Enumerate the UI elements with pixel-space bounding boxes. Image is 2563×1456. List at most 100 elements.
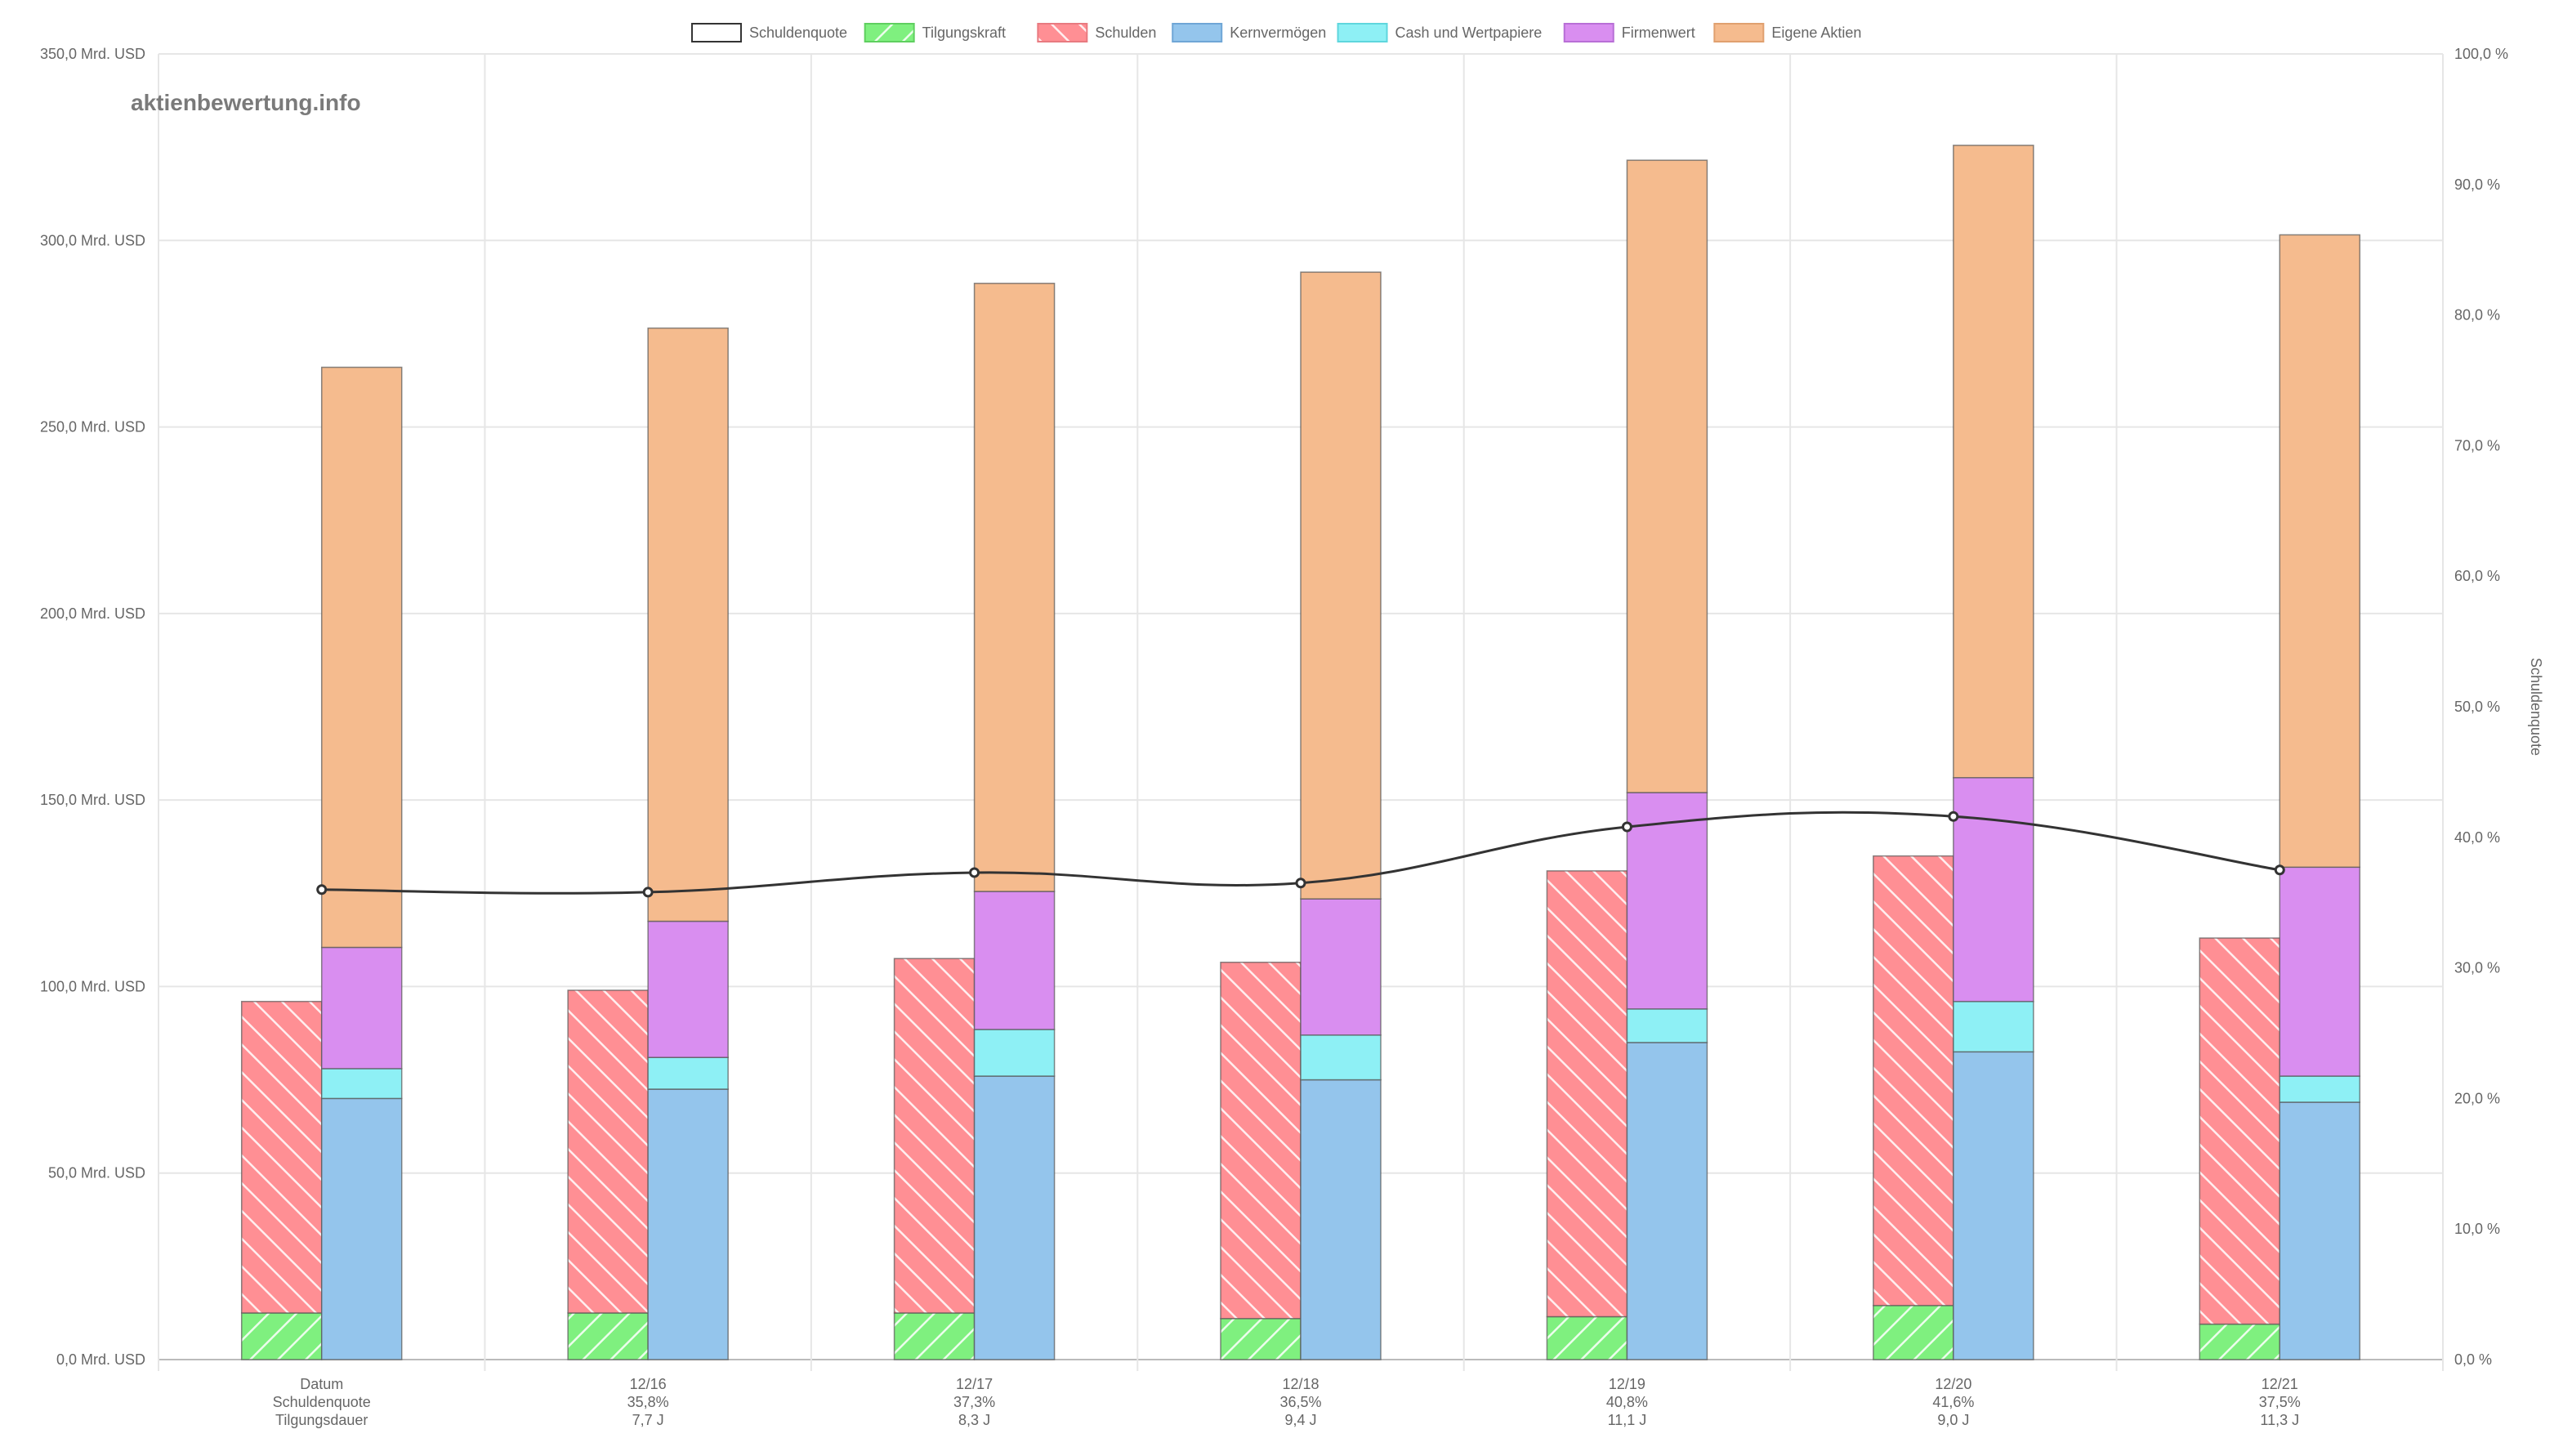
schuldenquote-point <box>1295 878 1306 889</box>
x-tick-label: Datum <box>300 1376 343 1392</box>
bar-debt-schulden <box>240 1000 323 1314</box>
bar-debt-schulden <box>1873 855 1954 1306</box>
y-right-tick-label: 90,0 % <box>2454 176 2500 193</box>
x-sublabel-schuldenquote: 36,5% <box>1279 1394 1321 1410</box>
x-tick-label: 12/16 <box>630 1376 667 1392</box>
bar-debt-tilgungskraft <box>240 1312 323 1360</box>
schuldenquote-point <box>1621 821 1632 833</box>
y-left-tick-label: 350,0 Mrd. USD <box>40 46 145 62</box>
legend-label: Schuldenquote <box>749 25 847 41</box>
bar-assets-eigene-aktien <box>1953 145 2034 779</box>
x-tick-label: 12/20 <box>1935 1376 1971 1392</box>
y-right-tick-label: 100,0 % <box>2454 46 2508 62</box>
bar-debt-tilgungskraft <box>2199 1323 2281 1360</box>
watermark: aktienbewertung.info <box>131 90 361 115</box>
legend-label: Kernvermögen <box>1230 25 1326 41</box>
x-tick-label: 12/19 <box>1609 1376 1645 1392</box>
bar-assets-kernverm-gen <box>320 1097 403 1360</box>
bar-assets-firmenwert <box>647 920 729 1058</box>
y-right-tick-label: 80,0 % <box>2454 307 2500 324</box>
bar-debt-schulden <box>2199 937 2281 1325</box>
bar-assets-kernverm-gen <box>1626 1042 1708 1360</box>
legend-swatch <box>1713 23 1765 42</box>
x-sublabel-tilgungsdauer: 9,0 J <box>1937 1412 1969 1428</box>
x-sublabel-schuldenquote: Schuldenquote <box>273 1394 371 1410</box>
bar-assets-cash-und-wertpapiere <box>2279 1075 2361 1103</box>
y-right-tick-label: 20,0 % <box>2454 1090 2500 1106</box>
bar-assets-kernverm-gen <box>1953 1051 2034 1360</box>
y-left-tick-label: 100,0 Mrd. USD <box>40 978 145 994</box>
y-right-tick-label: 60,0 % <box>2454 568 2500 584</box>
x-sublabel-tilgungsdauer: 8,3 J <box>958 1412 990 1428</box>
bar-assets-kernverm-gen <box>973 1075 1056 1360</box>
schuldenquote-point <box>642 887 654 898</box>
bar-assets-firmenwert <box>1300 898 1382 1036</box>
legend-label: Tilgungskraft <box>922 25 1006 41</box>
bar-assets-cash-und-wertpapiere <box>1953 1000 2034 1053</box>
x-tick-label: 12/17 <box>956 1376 993 1392</box>
bar-assets-cash-und-wertpapiere <box>1626 1008 1708 1043</box>
schuldenquote-point <box>316 884 328 895</box>
bar-assets-eigene-aktien <box>320 366 403 949</box>
bar-debt-tilgungskraft <box>893 1312 976 1360</box>
bar-assets-kernverm-gen <box>1300 1079 1382 1360</box>
bar-assets-eigene-aktien <box>647 327 729 922</box>
bar-debt-schulden <box>1546 870 1628 1318</box>
x-sublabel-tilgungsdauer: Tilgungsdauer <box>275 1412 368 1428</box>
schuldenquote-point <box>1948 811 1959 822</box>
bar-debt-tilgungskraft <box>1220 1318 1302 1360</box>
bar-debt-tilgungskraft <box>1873 1305 1954 1360</box>
x-sublabel-schuldenquote: 37,3% <box>953 1394 995 1410</box>
x-sublabel-schuldenquote: 35,8% <box>627 1394 669 1410</box>
bar-assets-firmenwert <box>973 891 1056 1030</box>
schuldenquote-point <box>969 867 980 878</box>
x-sublabel-tilgungsdauer: 9,4 J <box>1284 1412 1316 1428</box>
bar-debt-tilgungskraft <box>1546 1315 1628 1360</box>
legend-swatch <box>1337 23 1388 42</box>
bar-assets-eigene-aktien <box>1626 159 1708 793</box>
bar-debt-schulden <box>567 989 649 1314</box>
y-left-tick-label: 200,0 Mrd. USD <box>40 605 145 622</box>
bar-assets-firmenwert <box>2279 866 2361 1077</box>
bar-assets-eigene-aktien <box>973 283 1056 892</box>
y-right-axis-title: Schuldenquote <box>2528 658 2544 756</box>
x-tick-label: 12/18 <box>1282 1376 1319 1392</box>
legend-swatch <box>690 23 742 42</box>
schuldenquote-point <box>2274 864 2285 876</box>
legend-swatch <box>1172 23 1223 42</box>
bar-assets-kernverm-gen <box>647 1088 729 1360</box>
x-sublabel-schuldenquote: 41,6% <box>1932 1394 1974 1410</box>
x-sublabel-tilgungsdauer: 7,7 J <box>632 1412 664 1428</box>
bar-assets-firmenwert <box>1626 792 1708 1010</box>
y-right-tick-label: 70,0 % <box>2454 437 2500 453</box>
x-sublabel-schuldenquote: 40,8% <box>1606 1394 1648 1410</box>
bar-assets-kernverm-gen <box>2279 1101 2361 1360</box>
bar-assets-cash-und-wertpapiere <box>973 1029 1056 1077</box>
x-sublabel-schuldenquote: 37,5% <box>2259 1394 2301 1410</box>
y-right-tick-label: 40,0 % <box>2454 829 2500 846</box>
legend-label: Firmenwert <box>1622 25 1695 41</box>
y-right-tick-label: 50,0 % <box>2454 699 2500 715</box>
bar-assets-eigene-aktien <box>1300 271 1382 900</box>
bar-assets-cash-und-wertpapiere <box>320 1068 403 1100</box>
y-left-tick-label: 150,0 Mrd. USD <box>40 792 145 808</box>
bar-assets-cash-und-wertpapiere <box>647 1056 729 1090</box>
y-right-tick-label: 30,0 % <box>2454 960 2500 976</box>
legend-label: Eigene Aktien <box>1771 25 1861 41</box>
bar-assets-firmenwert <box>320 946 403 1070</box>
legend-swatch <box>1037 23 1088 42</box>
y-right-tick-label: 0,0 % <box>2454 1351 2492 1368</box>
x-tick-label: 12/21 <box>2262 1376 2298 1392</box>
bar-assets-cash-und-wertpapiere <box>1300 1034 1382 1081</box>
bar-debt-tilgungskraft <box>567 1312 649 1360</box>
bar-debt-schulden <box>893 958 976 1314</box>
y-left-tick-label: 50,0 Mrd. USD <box>48 1165 145 1181</box>
y-left-tick-label: 300,0 Mrd. USD <box>40 232 145 248</box>
y-left-tick-label: 0,0 Mrd. USD <box>56 1351 145 1368</box>
bar-assets-eigene-aktien <box>2279 234 2361 869</box>
legend-label: Cash und Wertpapiere <box>1395 25 1543 41</box>
bar-debt-schulden <box>1220 962 1302 1320</box>
x-sublabel-tilgungsdauer: 11,1 J <box>1608 1412 1647 1428</box>
